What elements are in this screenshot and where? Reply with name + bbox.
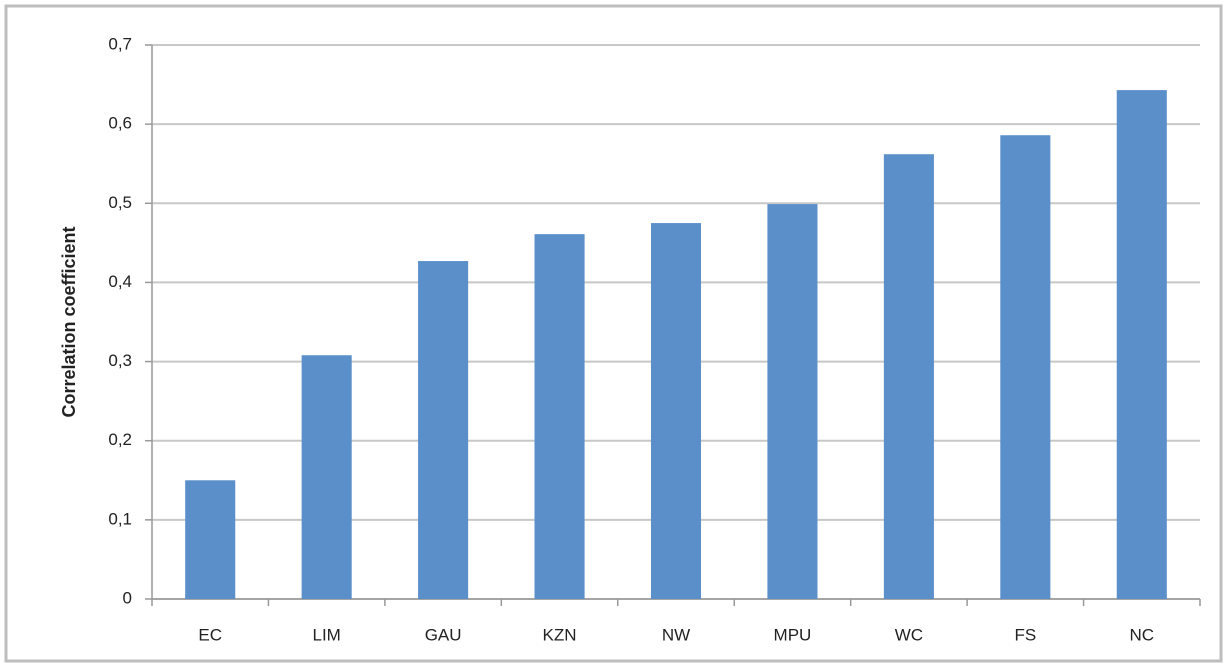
x-tick-label: MPU: [774, 625, 812, 644]
y-tick-label: 0,3: [108, 351, 132, 370]
x-tick-label: LIM: [312, 625, 340, 644]
x-tick-label: NC: [1129, 625, 1154, 644]
y-tick-label: 0,4: [108, 272, 132, 291]
bar: [301, 355, 352, 599]
bar: [418, 261, 469, 599]
bar: [1000, 135, 1051, 600]
x-tick-label: FS: [1014, 625, 1036, 644]
bar: [1116, 90, 1167, 600]
bar: [767, 204, 818, 599]
bar: [534, 234, 585, 599]
y-tick-label: 0,1: [108, 509, 132, 528]
y-axis-title: Correlation coefficient: [59, 226, 79, 417]
y-tick-label: 0: [123, 588, 132, 607]
x-tick-label: NW: [662, 625, 690, 644]
y-tick-label: 0,6: [108, 114, 132, 133]
x-tick-label: KZN: [543, 625, 577, 644]
bar: [650, 223, 702, 600]
x-tick-label: GAU: [425, 625, 462, 644]
x-tick-label: EC: [198, 625, 222, 644]
x-tick-label: WC: [895, 625, 923, 644]
y-tick-label: 0,2: [108, 430, 132, 449]
bar: [883, 154, 934, 599]
bar: [185, 480, 236, 599]
y-tick-label: 0,5: [108, 193, 132, 212]
y-tick-label: 0,7: [108, 34, 132, 53]
